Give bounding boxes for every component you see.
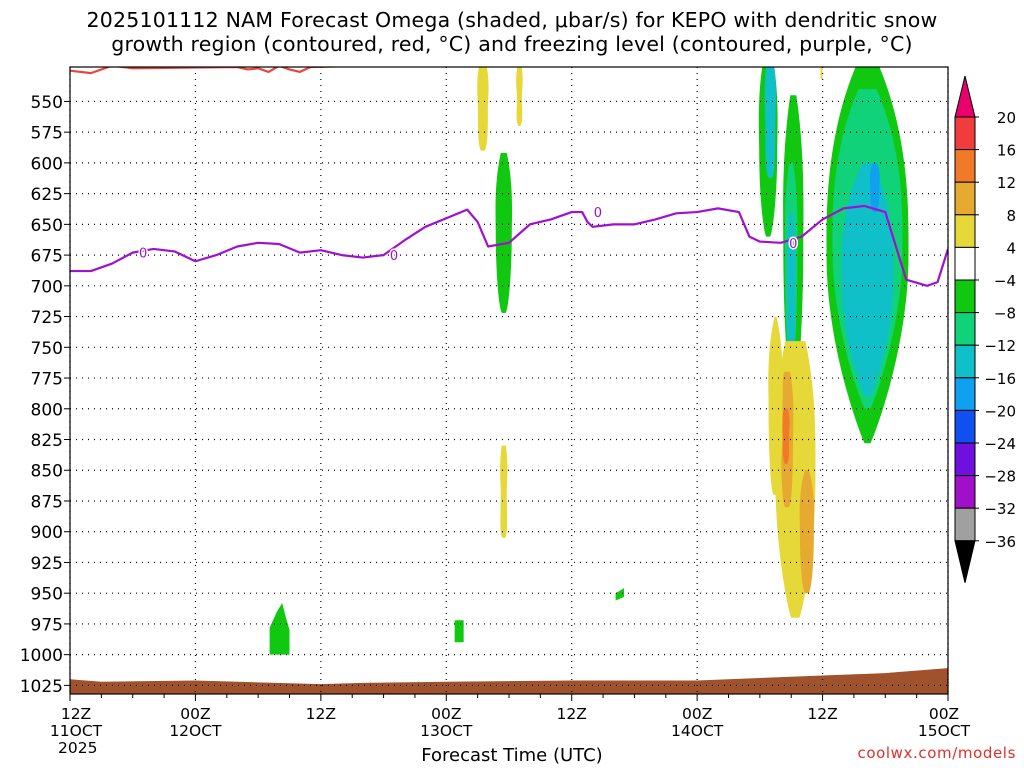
colorbar-cell xyxy=(954,507,976,542)
omega-region xyxy=(500,445,508,538)
colorbar-cell xyxy=(954,116,976,151)
freezing-level-label: 0 xyxy=(594,206,602,221)
y-tick-label: 875 xyxy=(31,492,63,512)
contour-lines: 0 0 0 0 xyxy=(70,67,948,287)
omega-region xyxy=(454,620,464,643)
colorbar-cell xyxy=(954,181,976,216)
omega-region xyxy=(841,162,894,397)
colorbar-cell xyxy=(954,409,976,444)
x-tick-label-time: 12Z xyxy=(807,705,837,723)
colorbar-cell xyxy=(954,149,976,183)
x-axis-label: Forecast Time (UTC) xyxy=(421,745,603,766)
y-tick-label: 750 xyxy=(31,339,63,359)
x-tick-label-date: 14OCT xyxy=(671,722,724,740)
grid xyxy=(69,67,949,694)
colorbar-cell xyxy=(954,75,976,118)
colorbar-label: −12 xyxy=(984,337,1016,355)
x-tick-label-time: 00Z xyxy=(682,705,712,723)
freezing-level-contour xyxy=(70,204,948,287)
y-tick-label: 650 xyxy=(31,216,63,236)
colorbar-cell xyxy=(954,540,976,583)
y-tick-label: 850 xyxy=(31,462,63,482)
colorbar-cell xyxy=(954,279,976,314)
dgz-contour xyxy=(70,67,358,75)
y-tick-label: 1025 xyxy=(20,677,63,697)
omega-region xyxy=(516,67,523,127)
x-tick-label-date: 11OCT xyxy=(50,722,103,740)
colorbar-label: 4 xyxy=(1006,239,1016,257)
y-tick-label: 625 xyxy=(31,185,63,205)
y-tick-label: 725 xyxy=(31,308,63,328)
y-tick-label: 600 xyxy=(31,154,63,174)
colorbar-cell xyxy=(954,377,976,411)
colorbar-label: −28 xyxy=(984,468,1016,486)
x-tick-label-date: 12OCT xyxy=(169,722,222,740)
y-tick-label: 950 xyxy=(31,585,63,605)
x-tick-label-time: 12Z xyxy=(557,705,587,723)
y-tick-label: 1000 xyxy=(20,646,63,666)
colorbar-label: −8 xyxy=(994,305,1016,323)
x-tick-label-time: 00Z xyxy=(929,705,959,723)
colorbar-cell xyxy=(954,442,976,477)
y-tick-label: 975 xyxy=(31,615,63,635)
omega-region xyxy=(820,67,823,79)
y-tick-label: 775 xyxy=(31,370,63,390)
colorbar-label: −36 xyxy=(984,533,1016,551)
colorbar-cell xyxy=(954,344,976,379)
omega-region xyxy=(869,162,880,213)
colorbar-cell xyxy=(954,475,976,509)
y-axis: 550 575 600 625 650 675 700 725 750 775 800 825 850 8… xyxy=(20,93,70,697)
colorbar-cell xyxy=(954,312,976,346)
colorbar-label: 8 xyxy=(1006,207,1016,225)
chart-title: 2025101112 NAM Forecast Omega (shaded, μ… xyxy=(0,8,1024,56)
colorbar-label: −32 xyxy=(984,500,1016,518)
colorbar-label: −4 xyxy=(994,272,1016,290)
y-tick-label: 900 xyxy=(31,523,63,543)
plot-frame xyxy=(69,66,949,695)
freezing-level-label: 0 xyxy=(139,247,147,262)
colorbar-label: −20 xyxy=(984,402,1016,420)
omega-region xyxy=(799,470,815,594)
colorbar-label: −24 xyxy=(984,435,1016,453)
x-tick-label-date: 15OCT xyxy=(918,722,971,740)
y-tick-label: 700 xyxy=(31,277,63,297)
title-line-1: 2025101112 NAM Forecast Omega (shaded, μ… xyxy=(86,8,938,32)
colorbar-label: 20 xyxy=(997,109,1016,127)
freezing-level-label: 0 xyxy=(789,237,797,252)
freezing-level-label: 0 xyxy=(390,249,398,264)
x-tick-label-date: 13OCT xyxy=(420,722,473,740)
y-tick-label: 550 xyxy=(31,93,63,113)
omega-region xyxy=(764,67,776,178)
terrain-layer xyxy=(70,668,948,694)
y-tick-label: 800 xyxy=(31,400,63,420)
colorbar-cell xyxy=(954,246,976,281)
colorbar-label: −16 xyxy=(984,370,1016,388)
terrain xyxy=(70,668,948,694)
y-tick-label: 575 xyxy=(31,124,63,144)
colorbar-label: 12 xyxy=(997,174,1016,192)
omega-region xyxy=(269,603,290,655)
omega-region xyxy=(495,153,513,313)
x-tick-label-time: 00Z xyxy=(431,705,461,723)
watermark: coolwx.com/models xyxy=(857,744,1016,762)
omega-shading xyxy=(269,67,909,655)
omega-region xyxy=(782,408,790,465)
title-line-2: growth region (contoured, red, °C) and f… xyxy=(111,32,913,56)
x-tick-label-year: 2025 xyxy=(58,739,97,757)
y-tick-label: 825 xyxy=(31,431,63,451)
colorbar-label: 16 xyxy=(997,142,1016,160)
x-tick-label-time: 00Z xyxy=(180,705,210,723)
colorbar-cell xyxy=(954,214,976,248)
omega-region xyxy=(615,588,624,601)
omega-region xyxy=(477,67,489,151)
colorbar: 20 16 12 8 4 −4 −8 −12 −16 −20 −24 −28 −32 −36 xyxy=(954,75,1016,583)
x-tick-label-time: 12Z xyxy=(306,705,336,723)
x-tick-label-time: 12Z xyxy=(61,705,91,723)
y-tick-label: 925 xyxy=(31,554,63,574)
y-tick-label: 675 xyxy=(31,247,63,267)
omega-region xyxy=(768,316,783,495)
